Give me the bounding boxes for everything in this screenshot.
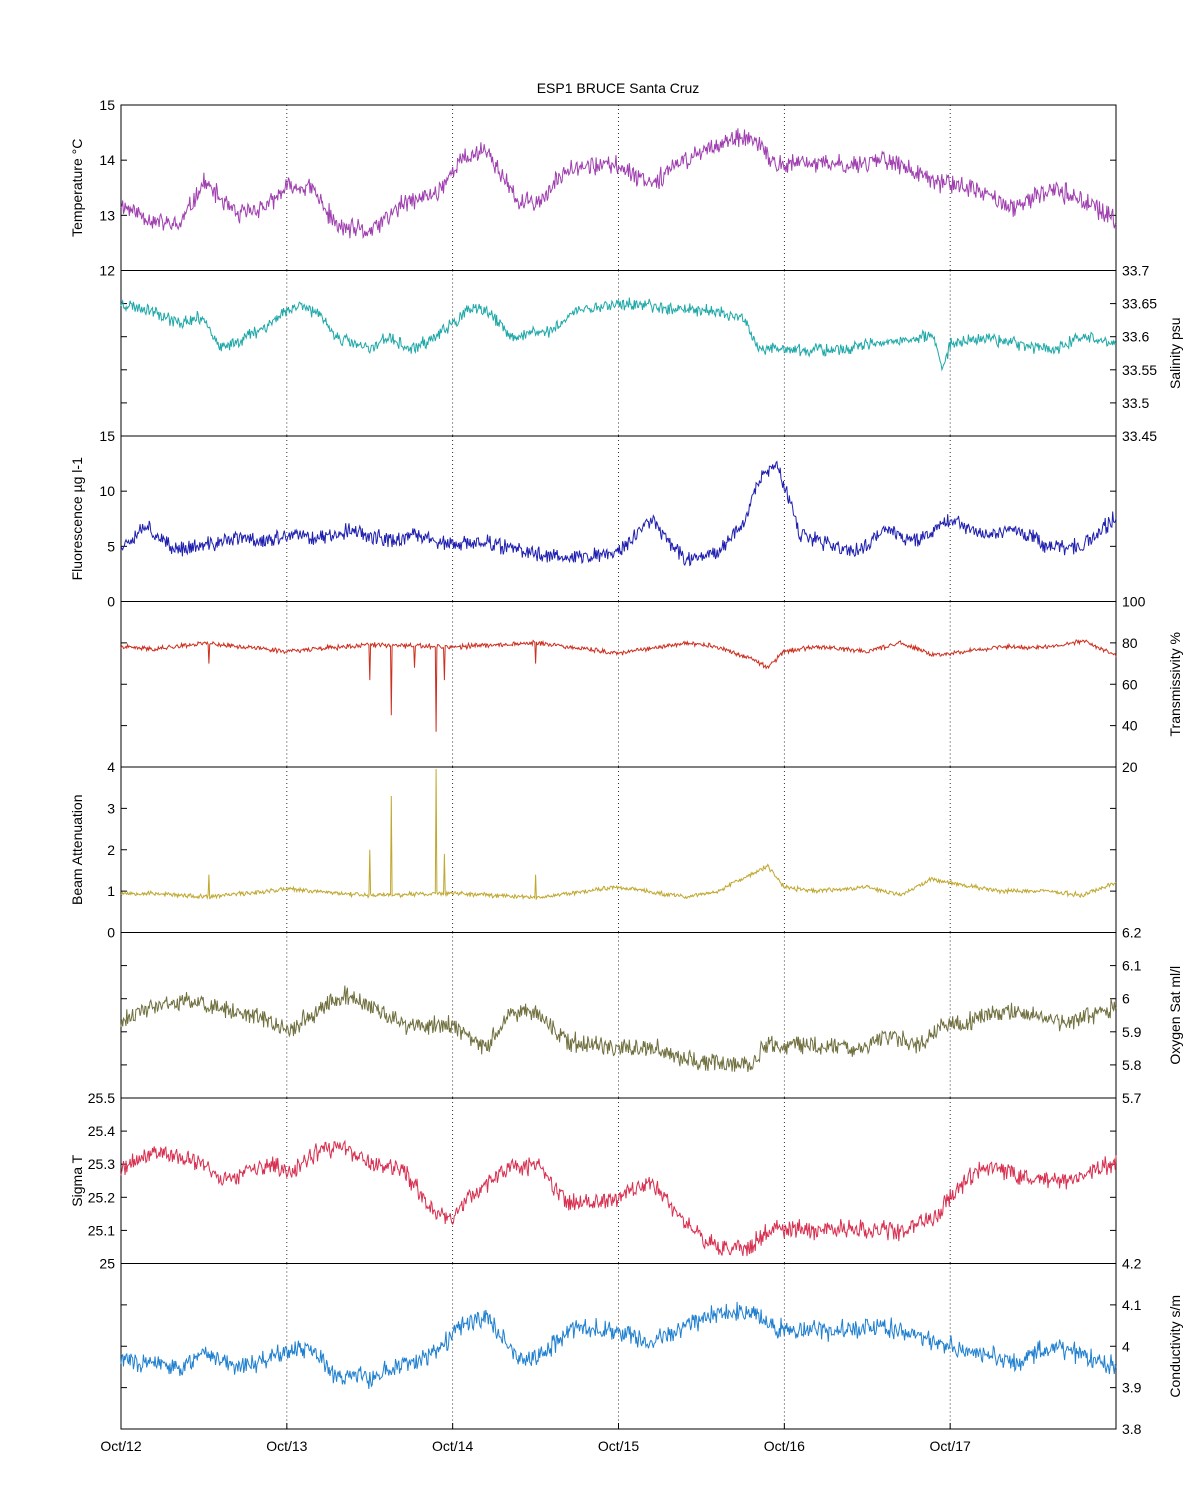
y-tick-label: 33.5 bbox=[1122, 395, 1149, 411]
y-tick-label: 80 bbox=[1122, 635, 1138, 651]
y-axis-label: Temperature °C bbox=[69, 139, 85, 237]
y-tick-label: 33.7 bbox=[1122, 263, 1149, 279]
y-axis-label: Conductivity s/m bbox=[1167, 1295, 1183, 1398]
y-axis-label: Transmissivity % bbox=[1167, 632, 1183, 737]
x-tick-label: Oct/14 bbox=[432, 1438, 473, 1454]
y-axis-label: Fluorescence µg l-1 bbox=[69, 457, 85, 580]
x-tick-label: Oct/13 bbox=[266, 1438, 307, 1454]
y-tick-label: 25.2 bbox=[88, 1189, 115, 1205]
y-tick-label: 3 bbox=[107, 800, 115, 816]
y-tick-label: 25.5 bbox=[88, 1090, 115, 1106]
y-tick-label: 4 bbox=[1122, 1338, 1130, 1354]
y-axis-label: Sigma T bbox=[69, 1154, 85, 1206]
y-tick-label: 4 bbox=[107, 759, 115, 775]
y-tick-label: 0 bbox=[107, 594, 115, 610]
y-tick-label: 15 bbox=[99, 428, 115, 444]
y-tick-label: 60 bbox=[1122, 676, 1138, 692]
y-tick-label: 5.8 bbox=[1122, 1057, 1142, 1073]
y-tick-label: 33.55 bbox=[1122, 362, 1157, 378]
y-tick-label: 4.1 bbox=[1122, 1297, 1142, 1313]
y-tick-label: 1 bbox=[107, 883, 115, 899]
y-tick-label: 6.1 bbox=[1122, 958, 1142, 974]
x-axis-ticks: Oct/12 Oct/13 Oct/14 Oct/15 Oct/16 Oct/17 bbox=[100, 1423, 971, 1454]
series-line-beam_attenuation bbox=[120, 769, 1117, 901]
y-tick-label: 14 bbox=[99, 152, 115, 168]
y-axis-label: Oxygen Sat ml/l bbox=[1167, 966, 1183, 1065]
y-tick-label: 25.3 bbox=[88, 1156, 115, 1172]
y-tick-label: 5.7 bbox=[1122, 1090, 1142, 1106]
y-tick-label: 12 bbox=[99, 263, 115, 279]
series-line-sigma_t bbox=[120, 1139, 1117, 1257]
x-tick-label: Oct/12 bbox=[100, 1438, 141, 1454]
y-tick-label: 6.2 bbox=[1122, 925, 1142, 941]
panel-fluorescence: 0 5 10 15 Fluorescence µg l-1 bbox=[69, 428, 1117, 610]
y-tick-label: 25 bbox=[99, 1256, 115, 1272]
series-line-fluorescence bbox=[120, 460, 1117, 567]
y-axis-label: Beam Attenuation bbox=[69, 794, 85, 905]
y-tick-label: 33.45 bbox=[1122, 428, 1157, 444]
y-tick-label: 100 bbox=[1122, 594, 1146, 610]
x-tick-label: Oct/17 bbox=[930, 1438, 971, 1454]
y-tick-label: 0 bbox=[107, 925, 115, 941]
x-tick-label: Oct/16 bbox=[764, 1438, 805, 1454]
series-line-temperature bbox=[120, 128, 1117, 240]
series-line-salinity bbox=[120, 297, 1117, 372]
y-tick-label: 20 bbox=[1122, 759, 1138, 775]
y-tick-label: 25.1 bbox=[88, 1222, 115, 1238]
panel-temperature: 12 13 14 15 Temperature °C bbox=[69, 97, 1117, 279]
chart-title: ESP1 BRUCE Santa Cruz bbox=[537, 80, 700, 96]
panel-transmissivity: 20 40 60 80 100 Transmissivity % bbox=[120, 594, 1183, 775]
panel-oxygen_sat: 5.7 5.8 5.9 6 6.1 6.2 Oxygen Sat ml/l bbox=[120, 925, 1183, 1106]
y-tick-label: 5 bbox=[107, 538, 115, 554]
y-tick-label: 2 bbox=[107, 842, 115, 858]
y-axis-label: Salinity psu bbox=[1167, 317, 1183, 389]
series-line-transmissivity bbox=[120, 639, 1117, 732]
y-tick-label: 10 bbox=[99, 483, 115, 499]
panel-beam_attenuation: 0 1 2 3 4 Beam Attenuation bbox=[69, 759, 1117, 941]
y-tick-label: 33.65 bbox=[1122, 296, 1157, 312]
y-tick-label: 13 bbox=[99, 207, 115, 223]
y-tick-label: 3.8 bbox=[1122, 1421, 1142, 1437]
y-tick-label: 4.2 bbox=[1122, 1256, 1142, 1272]
series-line-conductivity bbox=[120, 1301, 1117, 1389]
panel-sigma_t: 25 25.1 25.2 25.3 25.4 25.5 Sigma T bbox=[69, 1090, 1117, 1272]
series-line-oxygen_sat bbox=[120, 985, 1117, 1073]
y-tick-label: 33.6 bbox=[1122, 329, 1149, 345]
x-tick-label: Oct/15 bbox=[598, 1438, 639, 1454]
y-tick-label: 3.9 bbox=[1122, 1380, 1142, 1396]
y-tick-label: 25.4 bbox=[88, 1123, 115, 1139]
panel-salinity: 33.45 33.5 33.55 33.6 33.65 33.7 Salinity psu bbox=[120, 263, 1183, 444]
y-tick-label: 40 bbox=[1122, 718, 1138, 734]
panel-conductivity: 3.8 3.9 4 4.1 4.2 Conductivity s/m bbox=[120, 1256, 1183, 1437]
y-tick-label: 6 bbox=[1122, 991, 1130, 1007]
y-tick-label: 5.9 bbox=[1122, 1024, 1142, 1040]
y-tick-label: 15 bbox=[99, 97, 115, 113]
